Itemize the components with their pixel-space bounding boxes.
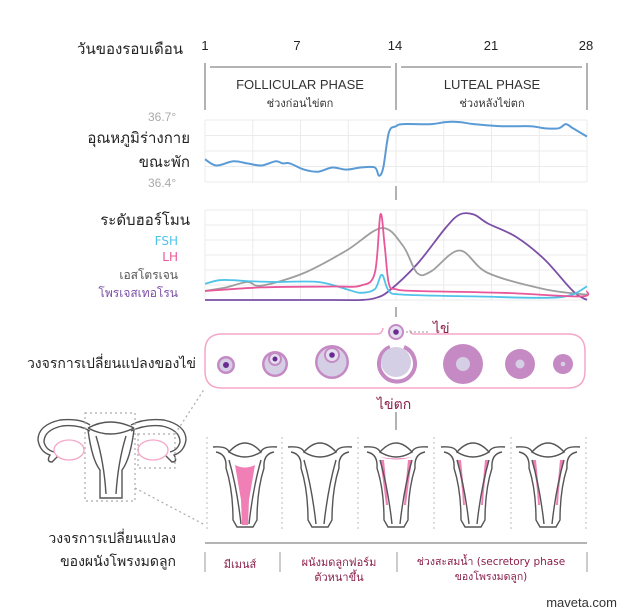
fsh-series-line [204,273,588,299]
follicle-ruptured [377,345,417,384]
uterus-outline [363,442,429,528]
zoom-indicator-boxes [84,387,206,526]
temp-min-label: 36.4° [148,176,177,190]
luteal-phase-subtitle: ช่วงหลังไข่ตก [459,97,525,110]
temp-label-line1: อุณหภูมิร่างกาย [87,129,190,147]
menstrual-lining [235,465,255,525]
ovary-capsule-outline [204,333,586,389]
temp-chart-grid [204,119,588,183]
endometrium-label-line2: ของผนังโพรงมดลูก [60,554,176,570]
ovary-capsule-notch-left [376,327,384,335]
temp-max-label: 36.7° [148,110,177,124]
uterus-outline [287,442,353,528]
lh-series-line [204,213,590,298]
stage-menses-line1: มีเมนส์ [223,558,257,571]
phase-brackets [204,63,588,430]
corpus-luteum-1 [443,344,483,384]
day-tick-14: 14 [387,38,403,53]
ovulation-label: ไข่ตก [377,397,412,413]
stage-proliferative-line2: ตัวหนาขึ้น [314,571,364,584]
endometrial-lining [380,460,388,505]
endometrial-lining [404,460,412,505]
stage-secretory: ช่วงสะสมน้ำ (secretory phase ของโพรงมดลู… [396,555,586,585]
credit-text: maveta.com [546,595,617,610]
stage-secretory-line1: ช่วงสะสมน้ำ (secretory phase [416,556,566,568]
temp-label-line2: ขณะพัก [138,153,190,171]
ovary-capsule-notch-right [409,329,415,335]
follicular-phase-title: FOLLICULAR PHASE [236,77,364,92]
legend-progesterone: โพรเจสเทอโรน [98,286,178,300]
uterus-panel-4 [440,442,506,528]
stage-proliferative: ผนังมดลูกฟอร์ม ตัวหนาขึ้น [283,555,395,585]
uterus-panel-1 [212,442,278,528]
legend-fsh: FSH [154,234,178,248]
follicle-stage-3 [315,345,349,379]
temp-series-line [204,120,588,177]
stage-menses: มีเมนส์ [210,557,270,572]
follicular-phase-subtitle: ช่วงก่อนไข่ตก [266,97,334,110]
stage-secretory-line2: ของโพรงมดลูก) [454,571,528,583]
right-ovary-icon [137,439,169,461]
endometrial-lining [457,460,465,505]
uterus-panel-5 [515,442,581,528]
legend-estrogen: เอสโตรเจน [119,268,178,282]
luteal-phase-title: LUTEAL PHASE [443,77,541,92]
uterus-outline [515,442,581,528]
uterus-overview-illustration [37,418,187,499]
day-tick-1: 1 [201,38,209,53]
corpus-albicans [553,354,573,374]
estrogen-series-line [204,227,588,296]
left-ovary-icon [53,439,85,461]
endometrial-lining [481,460,489,505]
follicle-stage-1 [217,356,235,374]
ovarian-cycle-label: วงจรการเปลี่ยนแปลงของไข่ [26,356,196,372]
progesterone-series-line [204,212,588,302]
endometrial-lining [556,460,564,505]
day-tick-7: 7 [293,38,301,53]
endometrial-lining [532,460,540,505]
day-axis-label: วันของรอบเดือน [77,40,183,58]
uterus-outline [440,442,506,528]
stage-proliferative-line1: ผนังมดลูกฟอร์ม [301,556,377,569]
day-tick-21: 21 [483,38,499,53]
uterus-panel-2 [287,442,353,528]
egg-label: ไข่ [433,321,450,337]
stage-dividers [204,552,588,572]
hormone-label: ระดับฮอร์โมน [100,211,190,229]
corpus-luteum-2 [505,349,535,379]
uterus-outline [212,442,278,528]
released-egg [388,324,428,340]
endometrium-label-line1: วงจรการเปลี่ยนแปลง [48,531,176,547]
day-tick-28: 28 [578,38,594,53]
follicle-stage-2 [262,351,288,377]
hormone-chart-grid [204,209,588,301]
legend-lh: LH [162,250,178,264]
uterus-panel-3 [363,442,429,528]
